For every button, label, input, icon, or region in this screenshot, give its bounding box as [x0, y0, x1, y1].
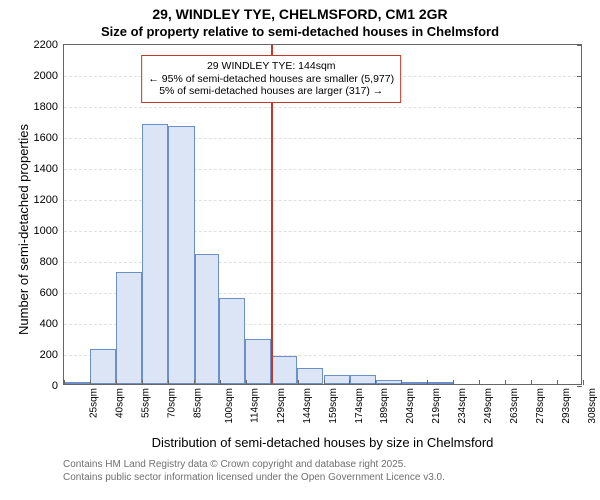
ytick-label: 1200	[34, 194, 64, 206]
xtick-label: 174sqm	[354, 388, 365, 424]
xtick-label: 85sqm	[192, 388, 203, 418]
xtick-label: 308sqm	[587, 388, 598, 424]
histogram-bar	[195, 254, 219, 384]
histogram-bar	[245, 339, 271, 384]
xtick-label: 234sqm	[457, 388, 468, 424]
ytick-mark	[577, 200, 582, 201]
xtick-mark	[349, 380, 350, 385]
ytick-mark	[577, 262, 582, 263]
chart-title: 29, WINDLEY TYE, CHELMSFORD, CM1 2GR Siz…	[0, 0, 600, 40]
ytick-label: 600	[40, 287, 64, 299]
xtick-label: 204sqm	[405, 388, 416, 424]
attribution-footer: Contains HM Land Registry data © Crown c…	[63, 459, 445, 484]
ytick-mark	[577, 45, 582, 46]
histogram-bar	[116, 272, 142, 384]
histogram-bar	[219, 298, 245, 384]
xtick-label: 249sqm	[483, 388, 494, 424]
ytick-label: 1600	[34, 132, 64, 144]
ytick-mark	[577, 107, 582, 108]
ytick-mark	[577, 231, 582, 232]
footer-line2: Contains public sector information licen…	[63, 472, 445, 485]
xtick-mark	[168, 380, 169, 385]
ytick-label: 2000	[34, 70, 64, 82]
ytick-mark	[577, 293, 582, 294]
gridline-h	[64, 107, 581, 108]
plot-area: 0200400600800100012001400160018002000220…	[63, 44, 582, 385]
title-line1: 29, WINDLEY TYE, CHELMSFORD, CM1 2GR	[0, 6, 600, 24]
histogram-bar	[376, 380, 402, 384]
ytick-label: 1000	[34, 225, 64, 237]
xtick-mark	[246, 380, 247, 385]
xtick-mark	[453, 380, 454, 385]
xtick-label: 40sqm	[114, 388, 125, 418]
histogram-bar	[350, 375, 376, 384]
xtick-mark	[401, 380, 402, 385]
annotation-line2: ← 95% of semi-detached houses are smalle…	[148, 73, 394, 86]
xtick-mark	[531, 380, 532, 385]
xtick-mark	[64, 380, 65, 385]
title-line2: Size of property relative to semi-detach…	[0, 24, 600, 40]
xtick-label: 55sqm	[140, 388, 151, 418]
xtick-label: 114sqm	[249, 388, 260, 423]
xtick-mark	[583, 380, 584, 385]
xtick-label: 70sqm	[166, 388, 177, 418]
xtick-label: 189sqm	[380, 388, 391, 424]
ytick-mark	[577, 76, 582, 77]
xtick-label: 278sqm	[535, 388, 546, 424]
histogram-bar	[90, 349, 116, 384]
xtick-label: 159sqm	[328, 388, 339, 424]
histogram-bar	[428, 382, 454, 384]
xtick-label: 293sqm	[561, 388, 572, 424]
xtick-label: 100sqm	[224, 388, 235, 424]
xtick-label: 144sqm	[302, 388, 313, 424]
ytick-label: 400	[40, 318, 64, 330]
xtick-label: 25sqm	[89, 388, 100, 418]
ytick-label: 200	[40, 349, 64, 361]
xtick-label: 219sqm	[431, 388, 442, 424]
ytick-mark	[577, 386, 582, 387]
x-axis-label: Distribution of semi-detached houses by …	[63, 435, 582, 450]
histogram-bar	[324, 375, 350, 384]
xtick-label: 263sqm	[509, 388, 520, 424]
ytick-label: 1800	[34, 101, 64, 113]
ytick-mark	[577, 138, 582, 139]
xtick-mark	[90, 380, 91, 385]
ytick-label: 0	[52, 380, 64, 392]
annotation-line1: 29 WINDLEY TYE: 144sqm	[148, 60, 394, 73]
xtick-mark	[505, 380, 506, 385]
xtick-mark	[298, 380, 299, 385]
histogram-bar	[297, 368, 323, 384]
annotation-box: 29 WINDLEY TYE: 144sqm← 95% of semi-deta…	[141, 55, 401, 103]
ytick-label: 800	[40, 256, 64, 268]
ytick-mark	[577, 169, 582, 170]
xtick-mark	[557, 380, 558, 385]
ytick-mark	[577, 324, 582, 325]
xtick-mark	[479, 380, 480, 385]
histogram-bar	[142, 124, 168, 384]
xtick-mark	[324, 380, 325, 385]
histogram-bar	[402, 382, 428, 384]
xtick-mark	[220, 380, 221, 385]
histogram-bar	[64, 382, 90, 384]
xtick-mark	[194, 380, 195, 385]
ytick-label: 2200	[34, 39, 64, 51]
histogram-bar	[168, 126, 194, 384]
xtick-mark	[375, 380, 376, 385]
histogram-bar	[271, 356, 297, 384]
xtick-label: 129sqm	[276, 388, 287, 424]
footer-line1: Contains HM Land Registry data © Crown c…	[63, 459, 445, 472]
annotation-line3: 5% of semi-detached houses are larger (3…	[148, 85, 394, 98]
y-axis-label: Number of semi-detached properties	[16, 124, 31, 335]
xtick-mark	[116, 380, 117, 385]
ytick-label: 1400	[34, 163, 64, 175]
xtick-mark	[142, 380, 143, 385]
chart-canvas: 29, WINDLEY TYE, CHELMSFORD, CM1 2GR Siz…	[0, 0, 600, 500]
xtick-mark	[427, 380, 428, 385]
ytick-mark	[577, 355, 582, 356]
